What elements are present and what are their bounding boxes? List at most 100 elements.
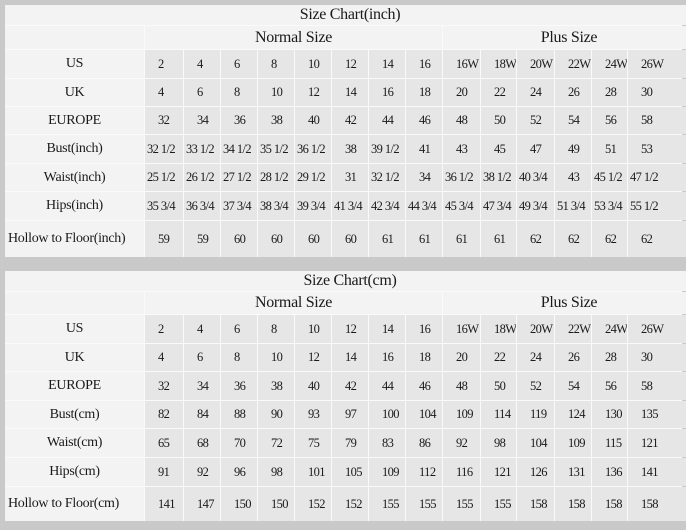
table-cell: 54 bbox=[555, 107, 591, 134]
table-cell: 18W bbox=[481, 315, 516, 343]
row-label: EUROPE bbox=[5, 372, 144, 400]
table-cell: 14 bbox=[332, 344, 368, 371]
table-cell: 24W bbox=[592, 315, 627, 343]
table-cell: 38 bbox=[258, 107, 294, 134]
table-cell: 26 bbox=[555, 79, 591, 106]
table-cell: 32 bbox=[145, 372, 183, 400]
table-cell: 34 bbox=[184, 107, 220, 134]
row-label: UK bbox=[5, 79, 144, 106]
table-cell: 79 bbox=[332, 429, 368, 457]
table-cell: 150 bbox=[221, 487, 257, 521]
table-cell: 82 bbox=[145, 401, 183, 428]
table-cell: 28 bbox=[592, 79, 627, 106]
table-cell: 2 bbox=[145, 50, 183, 78]
row-label: Hips(inch) bbox=[5, 192, 144, 220]
table-cell: 8 bbox=[221, 79, 257, 106]
table-cell: 35 1/2 bbox=[258, 135, 294, 163]
table-cell: 59 bbox=[184, 221, 220, 257]
table-cell: 22 bbox=[481, 79, 516, 106]
table-cell: 6 bbox=[221, 315, 257, 343]
table-cell: 36 bbox=[221, 107, 257, 134]
table-cell: 28 1/2 bbox=[258, 164, 294, 191]
row-label: Bust(cm) bbox=[5, 401, 144, 428]
table-cell: 152 bbox=[332, 487, 368, 521]
table-cell: 61 bbox=[481, 221, 516, 257]
table-cell: 6 bbox=[184, 344, 220, 371]
table-cell: 34 bbox=[184, 372, 220, 400]
table-cell: 150 bbox=[258, 487, 294, 521]
table-cell: 12 bbox=[332, 315, 368, 343]
table-cell: 18 bbox=[406, 79, 442, 106]
table-cell: 6 bbox=[184, 79, 220, 106]
table-cell: 61 bbox=[406, 221, 442, 257]
table-cell: 60 bbox=[295, 221, 331, 257]
table-cell: 51 bbox=[592, 135, 627, 163]
table-cell: 24 bbox=[517, 344, 554, 371]
table-cell: 98 bbox=[481, 429, 516, 457]
table-cell: 18W bbox=[481, 50, 516, 78]
table-cell: 45 3/4 bbox=[443, 192, 480, 220]
table-cell: 112 bbox=[406, 458, 442, 486]
table-cell: 58 bbox=[628, 372, 686, 400]
table-cell: 47 3/4 bbox=[481, 192, 516, 220]
table-cell: 121 bbox=[481, 458, 516, 486]
table-cell: 8 bbox=[221, 344, 257, 371]
table-cell: 40 bbox=[295, 372, 331, 400]
table-cell: 25 1/2 bbox=[145, 164, 183, 191]
group-header-normal: Normal Size bbox=[145, 292, 442, 314]
table-cell: 45 bbox=[481, 135, 516, 163]
table-cell: 30 bbox=[628, 79, 686, 106]
table-cell: 75 bbox=[295, 429, 331, 457]
table-cell: 36 3/4 bbox=[184, 192, 220, 220]
row-label: EUROPE bbox=[5, 107, 144, 134]
table-cell: 92 bbox=[443, 429, 480, 457]
table-cell: 4 bbox=[184, 315, 220, 343]
table-cell: 37 3/4 bbox=[221, 192, 257, 220]
table-cell: 22W bbox=[555, 315, 591, 343]
table-cell: 68 bbox=[184, 429, 220, 457]
table-cell: 4 bbox=[145, 79, 183, 106]
table-cell: 135 bbox=[628, 401, 686, 428]
table-cell: 38 3/4 bbox=[258, 192, 294, 220]
table-cell: 62 bbox=[555, 221, 591, 257]
table-cell: 30 bbox=[628, 344, 686, 371]
table-cell: 40 bbox=[295, 107, 331, 134]
table-cell: 20W bbox=[517, 50, 554, 78]
table-cell: 49 bbox=[555, 135, 591, 163]
table-cell: 35 3/4 bbox=[145, 192, 183, 220]
table-cell: 14 bbox=[369, 315, 405, 343]
table-cell: 50 bbox=[481, 372, 516, 400]
size-chart-cm: Size Chart(cm) Normal Size Plus Size US 2 4 6 8… bbox=[5, 271, 686, 521]
table-cell: 36 bbox=[221, 372, 257, 400]
table-cell: 38 1/2 bbox=[481, 164, 516, 191]
table-cell: 114 bbox=[481, 401, 516, 428]
table-cell: 141 bbox=[628, 458, 686, 486]
table-cell: 119 bbox=[517, 401, 554, 428]
table-cell: 16 bbox=[406, 50, 442, 78]
table-cell: 24W bbox=[592, 50, 627, 78]
table-cell: 46 bbox=[406, 372, 442, 400]
table-cell: 124 bbox=[555, 401, 591, 428]
table-cell: 101 bbox=[295, 458, 331, 486]
table-cell: 155 bbox=[369, 487, 405, 521]
table-cell: 39 1/2 bbox=[369, 135, 405, 163]
chart-title: Size Chart(inch) bbox=[5, 5, 686, 25]
table-cell: 109 bbox=[369, 458, 405, 486]
table-cell: 8 bbox=[258, 315, 294, 343]
row-label: US bbox=[5, 50, 144, 78]
table-cell: 93 bbox=[295, 401, 331, 428]
table-cell: 26W bbox=[628, 315, 686, 343]
table-cell: 55 1/2 bbox=[628, 192, 686, 220]
table-cell: 155 bbox=[406, 487, 442, 521]
table-cell: 158 bbox=[555, 487, 591, 521]
table-cell: 10 bbox=[295, 315, 331, 343]
table-cell: 131 bbox=[555, 458, 591, 486]
table-cell: 16 bbox=[369, 79, 405, 106]
table-cell: 59 bbox=[145, 221, 183, 257]
table-cell: 16 bbox=[406, 315, 442, 343]
table-cell: 97 bbox=[332, 401, 368, 428]
table-cell: 136 bbox=[592, 458, 627, 486]
table-cell: 6 bbox=[221, 50, 257, 78]
table-cell: 43 bbox=[443, 135, 480, 163]
row-label: Waist(cm) bbox=[5, 429, 144, 457]
